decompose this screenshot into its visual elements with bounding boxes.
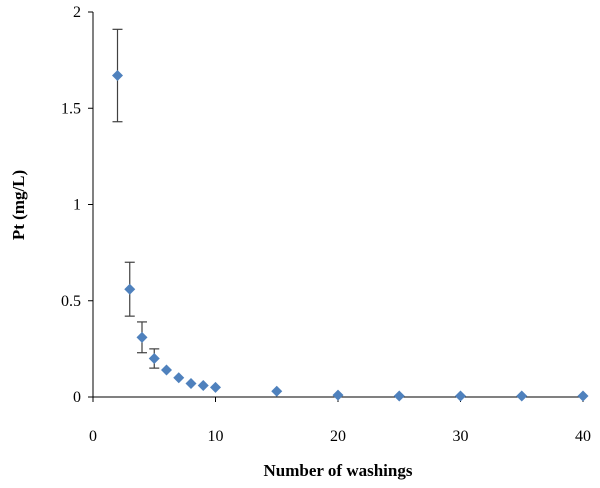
x-tick-label: 20 <box>330 428 346 445</box>
y-tick-label: 0 <box>73 389 81 406</box>
data-point <box>271 385 283 397</box>
data-point <box>112 70 123 82</box>
data-point <box>210 381 221 393</box>
data-point <box>185 378 197 390</box>
y-tick-label: 1.5 <box>61 100 81 117</box>
data-point <box>124 283 136 295</box>
x-axis-title: Number of washings <box>264 461 413 480</box>
data-point <box>393 390 405 402</box>
error-bars <box>112 28 160 369</box>
data-point <box>516 390 528 402</box>
x-ticks: 0 10 20 30 40 <box>89 397 591 445</box>
x-tick-label: 40 <box>575 428 591 445</box>
data-point <box>332 389 344 401</box>
y-ticks: 0 0.5 1 1.5 2 <box>61 4 93 406</box>
data-point <box>455 390 466 402</box>
x-tick-label: 0 <box>89 428 97 445</box>
data-points <box>112 70 589 402</box>
y-axis-title: Pt (mg/L) <box>9 170 28 240</box>
data-point <box>173 372 185 384</box>
y-tick-label: 2 <box>73 4 81 21</box>
y-tick-label: 0.5 <box>61 293 81 310</box>
data-point <box>136 331 148 343</box>
data-point <box>197 379 209 391</box>
y-tick-label: 1 <box>73 197 81 214</box>
x-tick-label: 30 <box>453 428 469 445</box>
data-point <box>161 364 172 376</box>
data-point <box>577 390 589 402</box>
x-tick-label: 10 <box>208 428 224 445</box>
data-point <box>148 353 160 364</box>
